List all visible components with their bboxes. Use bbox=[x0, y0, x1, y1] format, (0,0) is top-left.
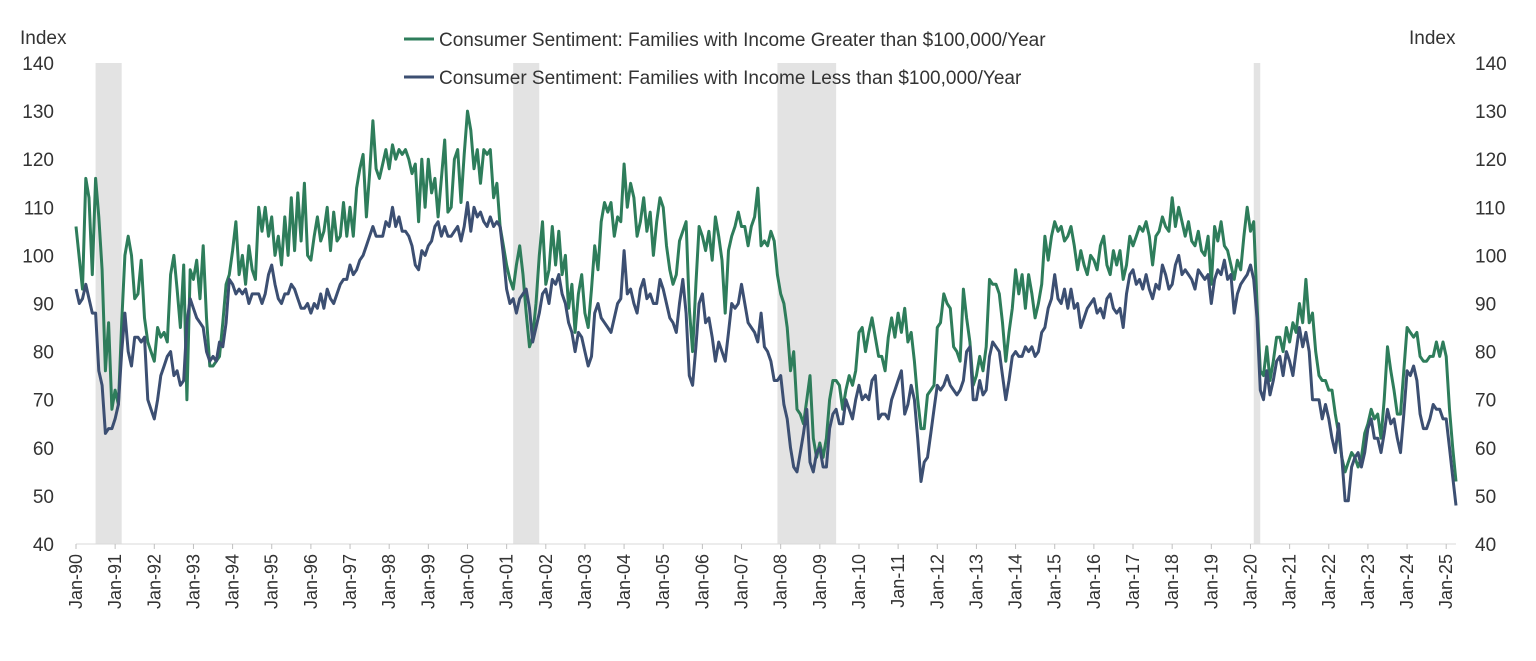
y-tick-left-label: 120 bbox=[22, 150, 54, 171]
recession-band-1 bbox=[95, 63, 122, 544]
x-tick-label: Jan-20 bbox=[1240, 554, 1260, 609]
x-tick-label: Jan-96 bbox=[301, 554, 321, 609]
y-tick-right-label: 140 bbox=[1475, 54, 1507, 75]
y-tick-left-label: 40 bbox=[33, 535, 54, 556]
x-tick-label: Jan-90 bbox=[66, 554, 86, 609]
x-tick-label: Jan-19 bbox=[1201, 554, 1221, 609]
x-tick-label: Jan-02 bbox=[536, 554, 556, 609]
x-tick-label: Jan-99 bbox=[418, 554, 438, 609]
x-axis-ticks: Jan-90 Jan-91 Jan-92 Jan-93 Jan-94 Jan-95 Jan-… bbox=[66, 544, 1456, 609]
recession-band-3 bbox=[777, 63, 837, 544]
x-tick-label: Jan-22 bbox=[1319, 554, 1339, 609]
y-tick-right-label: 100 bbox=[1475, 246, 1507, 267]
x-tick-label: Jan-03 bbox=[575, 554, 595, 609]
y-axis-left-label: Index bbox=[20, 28, 67, 49]
y-tick-left-label: 50 bbox=[33, 487, 54, 508]
x-tick-label: Jan-93 bbox=[183, 554, 203, 609]
series-line-high-income bbox=[74, 109, 1458, 482]
x-tick-label: Jan-08 bbox=[771, 554, 791, 609]
legend-label-high-income: Consumer Sentiment: Families with Income… bbox=[439, 30, 1046, 51]
legend-label-low-income: Consumer Sentiment: Families with Income… bbox=[439, 68, 1022, 89]
y-tick-right-label: 80 bbox=[1475, 343, 1496, 364]
y-axis-right-label: Index bbox=[1409, 28, 1456, 49]
x-tick-label: Jan-07 bbox=[732, 554, 752, 609]
x-tick-label: Jan-06 bbox=[692, 554, 712, 609]
y-axis-right-ticks: 40 50 60 70 80 90 100 110 120 130 140 bbox=[1475, 54, 1507, 556]
y-tick-left-label: 100 bbox=[22, 246, 54, 267]
x-tick-label: Jan-98 bbox=[379, 554, 399, 609]
x-tick-label: Jan-10 bbox=[849, 554, 869, 609]
y-tick-left-label: 70 bbox=[33, 391, 54, 412]
y-tick-right-label: 120 bbox=[1475, 150, 1507, 171]
x-tick-label: Jan-23 bbox=[1358, 554, 1378, 609]
y-axis-left-ticks: 40 50 60 70 80 90 100 110 120 130 140 bbox=[22, 54, 54, 556]
x-tick-label: Jan-05 bbox=[653, 554, 673, 609]
x-tick-label: Jan-15 bbox=[1045, 554, 1065, 609]
x-tick-label: Jan-09 bbox=[810, 554, 830, 609]
x-tick-label: Jan-97 bbox=[340, 554, 360, 609]
y-tick-right-label: 60 bbox=[1475, 439, 1496, 460]
x-tick-label: Jan-17 bbox=[1123, 554, 1143, 609]
x-tick-label: Jan-25 bbox=[1436, 554, 1456, 609]
x-tick-label: Jan-11 bbox=[888, 554, 908, 608]
x-tick-label: Jan-21 bbox=[1280, 554, 1300, 609]
y-tick-right-label: 50 bbox=[1475, 487, 1496, 508]
y-tick-right-label: 70 bbox=[1475, 391, 1496, 412]
y-tick-left-label: 60 bbox=[33, 439, 54, 460]
x-tick-label: Jan-91 bbox=[105, 554, 125, 609]
x-tick-label: Jan-24 bbox=[1397, 554, 1417, 609]
y-tick-left-label: 130 bbox=[22, 102, 54, 123]
y-tick-right-label: 110 bbox=[1475, 198, 1505, 219]
y-tick-left-label: 110 bbox=[24, 198, 54, 219]
series-layer bbox=[74, 109, 1458, 506]
x-tick-label: Jan-14 bbox=[1006, 554, 1026, 609]
y-tick-left-label: 90 bbox=[33, 295, 54, 316]
x-tick-label: Jan-13 bbox=[966, 554, 986, 609]
x-tick-label: Jan-04 bbox=[614, 554, 634, 609]
x-tick-label: Jan-01 bbox=[497, 554, 517, 609]
legend: Consumer Sentiment: Families with Income… bbox=[404, 30, 1046, 89]
legend-item-high-income: Consumer Sentiment: Families with Income… bbox=[404, 30, 1046, 51]
y-tick-right-label: 40 bbox=[1475, 535, 1496, 556]
legend-item-low-income: Consumer Sentiment: Families with Income… bbox=[404, 68, 1022, 89]
x-tick-label: Jan-94 bbox=[223, 554, 243, 609]
y-tick-left-label: 80 bbox=[33, 343, 54, 364]
x-tick-label: Jan-12 bbox=[927, 554, 947, 609]
x-tick-label: Jan-00 bbox=[457, 554, 477, 609]
y-tick-right-label: 130 bbox=[1475, 102, 1507, 123]
x-tick-label: Jan-95 bbox=[262, 554, 282, 609]
series-line-low-income bbox=[74, 201, 1458, 506]
x-tick-label: Jan-18 bbox=[1162, 554, 1182, 609]
x-tick-label: Jan-92 bbox=[144, 554, 164, 609]
y-tick-right-label: 90 bbox=[1475, 295, 1496, 316]
recession-shading-layer bbox=[95, 63, 1261, 544]
x-tick-label: Jan-16 bbox=[1084, 554, 1104, 609]
y-tick-left-label: 140 bbox=[22, 54, 54, 75]
